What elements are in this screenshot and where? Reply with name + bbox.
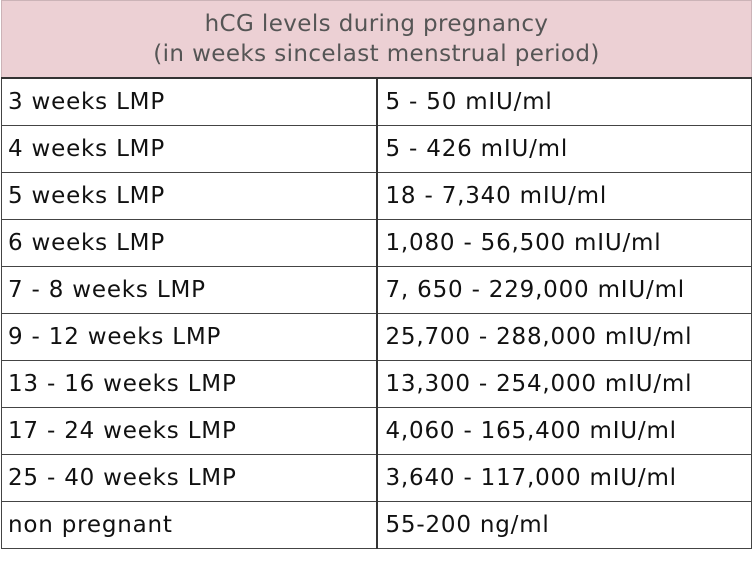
level-cell: 13,300 - 254,000 mIU/ml <box>376 360 752 408</box>
level-cell: 3,640 - 117,000 mIU/ml <box>376 454 752 502</box>
table-header: hCG levels during pregnancy (in weeks si… <box>1 0 752 79</box>
weeks-cell: 17 - 24 weeks LMP <box>1 407 378 455</box>
table-row: 13 - 16 weeks LMP 13,300 - 254,000 mIU/m… <box>1 360 752 408</box>
level-cell: 55-200 ng/ml <box>376 501 752 549</box>
level-cell: 4,060 - 165,400 mIU/ml <box>376 407 752 455</box>
table-title: hCG levels during pregnancy (in weeks si… <box>1 0 752 79</box>
weeks-cell: 3 weeks LMP <box>1 77 378 126</box>
table-row: non pregnant 55-200 ng/ml <box>1 501 752 549</box>
table-title-line-1: hCG levels during pregnancy <box>204 11 549 37</box>
table-title-line-2: (in weeks sincelast menstrual period) <box>153 41 600 67</box>
weeks-cell: 13 - 16 weeks LMP <box>1 360 378 408</box>
table-row: 17 - 24 weeks LMP 4,060 - 165,400 mIU/ml <box>1 407 752 455</box>
level-cell: 5 - 50 mIU/ml <box>376 77 752 126</box>
weeks-cell: 6 weeks LMP <box>1 219 378 267</box>
level-cell: 18 - 7,340 mIU/ml <box>376 172 752 220</box>
table-row: 3 weeks LMP 5 - 50 mIU/ml <box>1 77 752 126</box>
table-row: 9 - 12 weeks LMP 25,700 - 288,000 mIU/ml <box>1 313 752 361</box>
hcg-levels-table: hCG levels during pregnancy (in weeks si… <box>1 0 752 549</box>
weeks-cell: 5 weeks LMP <box>1 172 378 220</box>
level-cell: 25,700 - 288,000 mIU/ml <box>376 313 752 361</box>
weeks-cell: 25 - 40 weeks LMP <box>1 454 378 502</box>
level-cell: 1,080 - 56,500 mIU/ml <box>376 219 752 267</box>
table-row: 7 - 8 weeks LMP 7, 650 - 229,000 mIU/ml <box>1 266 752 314</box>
table-row: 6 weeks LMP 1,080 - 56,500 mIU/ml <box>1 219 752 267</box>
table-header-row: hCG levels during pregnancy (in weeks si… <box>1 0 752 79</box>
table-row: 25 - 40 weeks LMP 3,640 - 117,000 mIU/ml <box>1 454 752 502</box>
table-row: 5 weeks LMP 18 - 7,340 mIU/ml <box>1 172 752 220</box>
weeks-cell: 7 - 8 weeks LMP <box>1 266 378 314</box>
level-cell: 7, 650 - 229,000 mIU/ml <box>376 266 752 314</box>
table-row: 4 weeks LMP 5 - 426 mIU/ml <box>1 125 752 173</box>
weeks-cell: 4 weeks LMP <box>1 125 378 173</box>
table-body: 3 weeks LMP 5 - 50 mIU/ml 4 weeks LMP 5 … <box>1 77 752 549</box>
level-cell: 5 - 426 mIU/ml <box>376 125 752 173</box>
weeks-cell: 9 - 12 weeks LMP <box>1 313 378 361</box>
weeks-cell: non pregnant <box>1 501 378 549</box>
